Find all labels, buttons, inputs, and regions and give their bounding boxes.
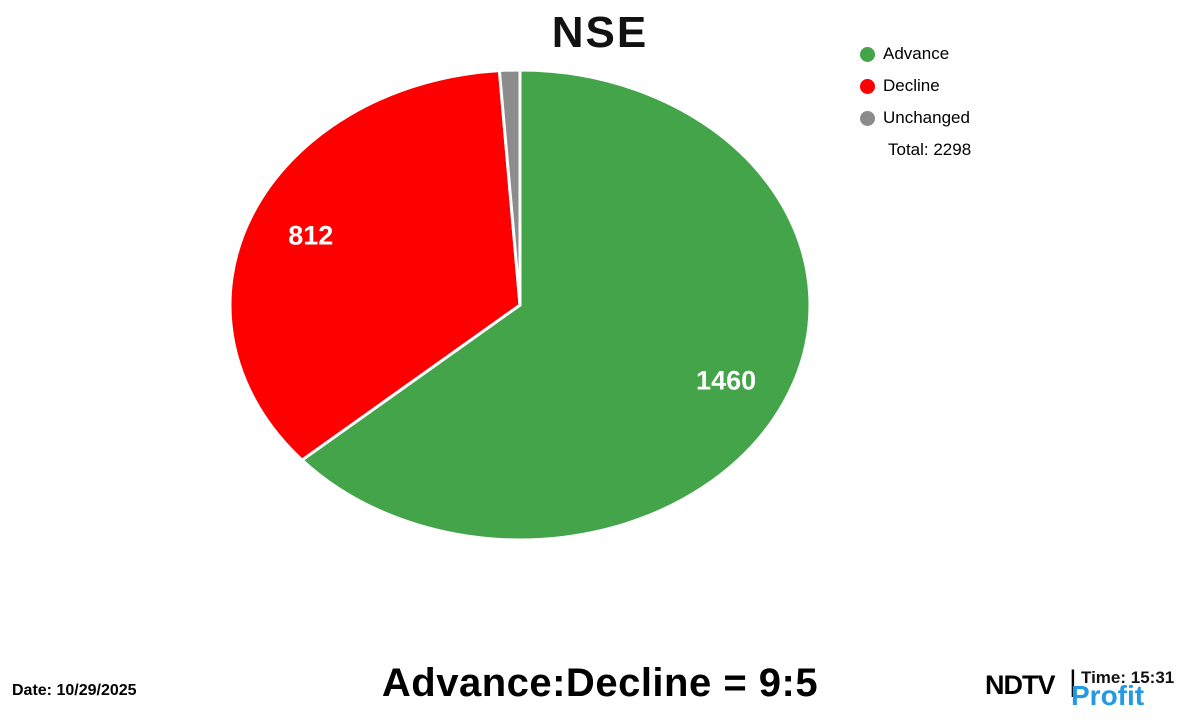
ndtv-logo-text: NDTV [985, 670, 1055, 700]
legend: Advance Decline Unchanged Total: 2298 [860, 38, 971, 160]
time-label: Time: 15:31 [1081, 668, 1175, 687]
legend-total: Total: 2298 [888, 140, 972, 159]
advance-decline-ratio-label: Advance:Decline = 9:5 [381, 661, 819, 705]
pie-slice-value-decline: 812 [288, 220, 333, 250]
pie-slice-unchanged [497, 68, 522, 307]
legend-item-unchanged: Unchanged [860, 102, 971, 134]
date-label: Date: 10/29/2025 [12, 682, 137, 699]
profit-logo-text: Profit [1071, 680, 1145, 711]
legend-marker-unchanged-icon [860, 110, 875, 126]
legend-marker-advance-icon [860, 46, 875, 62]
pie-slice-value-advance: 1460 [696, 366, 756, 396]
pie-slice-advance [300, 68, 812, 542]
legend-item-decline: Decline [860, 70, 971, 102]
pie-slice-decline [228, 69, 522, 462]
legend-label-advance: Advance [883, 44, 950, 63]
legend-label-decline: Decline [883, 76, 940, 95]
logo-separator: | [1069, 665, 1077, 698]
ndtv-profit-logo: NDTV | Time: 15:31 Profit [985, 660, 1197, 718]
legend-marker-decline-icon [860, 78, 875, 94]
legend-label-unchanged: Unchanged [883, 108, 970, 127]
legend-item-advance: Advance [860, 38, 971, 70]
chart-title: NSE [551, 8, 649, 57]
